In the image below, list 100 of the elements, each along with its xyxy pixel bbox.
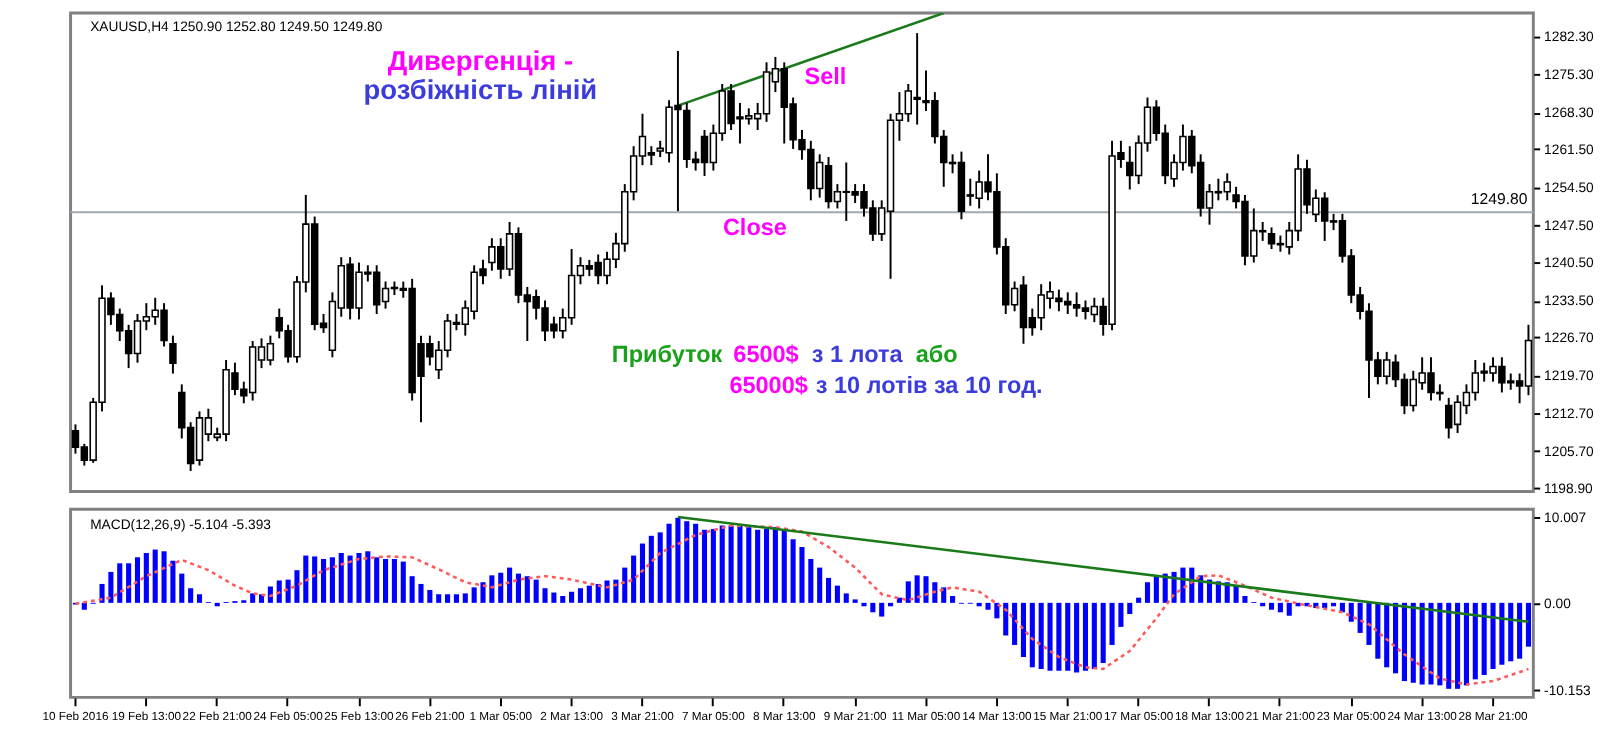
bar [515,573,521,603]
bar [188,588,194,603]
bar [276,580,282,603]
candlestick [1072,291,1081,318]
candlestick [1126,145,1134,191]
bar [1393,602,1399,674]
candlestick [248,340,257,402]
bar [196,594,203,603]
candlestick [1471,359,1480,402]
bar [462,593,468,603]
bar [1242,595,1248,603]
bar [374,557,380,603]
bar [1277,602,1283,613]
candlestick [1444,396,1453,440]
bar [560,595,566,603]
bar [657,532,663,603]
annotation: або [915,342,958,369]
bar [524,576,530,603]
candlestick [488,237,496,272]
bar [507,567,513,603]
bar [179,573,185,603]
candlestick [381,280,390,310]
bar [1348,602,1354,622]
annotation: розбіжність ліній [363,75,598,106]
candlestick [133,313,142,364]
bar [950,595,956,603]
bar [134,557,141,603]
bar [577,588,584,603]
candlestick [372,264,381,315]
bar [391,559,397,603]
candlestick [1382,350,1391,386]
bar [1322,602,1328,608]
bar [329,557,335,603]
bar [675,517,681,603]
bar [1428,602,1434,685]
bar [1446,602,1452,689]
candlestick [824,156,833,210]
annotation: 6500$ [733,342,800,369]
bar [781,529,787,603]
candlestick [913,32,921,126]
bar [436,594,442,603]
bar [312,556,318,603]
bar [1100,602,1106,664]
bar [1091,602,1097,670]
bar [763,528,770,603]
bar [453,594,459,603]
bar [1517,602,1523,659]
bar [1127,602,1133,615]
bar [1384,602,1390,668]
bar [1144,582,1151,603]
candlestick [71,423,80,455]
bar [622,567,628,603]
annotation: Дивергенція - [387,45,574,76]
bar [569,591,575,603]
bar [1233,585,1239,603]
bar [1401,602,1407,682]
bar [1012,602,1018,645]
candlestick [1453,394,1462,435]
bar [320,559,327,603]
bar [586,585,592,603]
bar [1508,602,1514,662]
bar [746,527,752,603]
bar [143,552,149,603]
bar [737,525,743,603]
bar [1074,602,1080,673]
bar [1463,602,1469,686]
bar [117,563,123,603]
bar [126,563,132,603]
bar [755,529,761,603]
bar [1525,602,1532,647]
bar [728,525,734,603]
annotation: з 10 лотів за 10 год. [815,373,1043,400]
candlestick [700,129,709,177]
bar [604,580,610,603]
annotation: Прибуток [611,342,723,369]
bar [250,593,256,603]
bar [480,582,486,603]
bar [879,602,885,617]
candlestick [1524,323,1533,397]
bar [693,523,699,603]
bar [666,523,672,603]
bar [817,567,823,603]
bar [985,602,991,610]
bar [834,585,840,603]
bar [1003,602,1009,636]
candlestick [169,334,177,375]
candlestick [266,334,275,367]
bar [1455,602,1461,689]
bar [542,588,548,603]
bar [1153,575,1159,603]
bar [923,576,929,603]
bar [1472,602,1478,680]
bar [1029,602,1035,668]
bar [152,549,158,603]
bar [445,594,451,603]
bar [1410,602,1416,683]
bar [648,535,654,603]
candlestick [1320,191,1329,242]
bar [772,527,778,603]
bar [639,543,646,603]
